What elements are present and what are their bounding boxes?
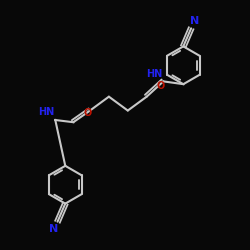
Text: HN: HN (146, 68, 163, 78)
Text: O: O (84, 108, 92, 118)
Text: N: N (190, 16, 199, 26)
Text: HN: HN (38, 107, 55, 117)
Text: N: N (49, 224, 58, 234)
Text: O: O (156, 81, 165, 91)
